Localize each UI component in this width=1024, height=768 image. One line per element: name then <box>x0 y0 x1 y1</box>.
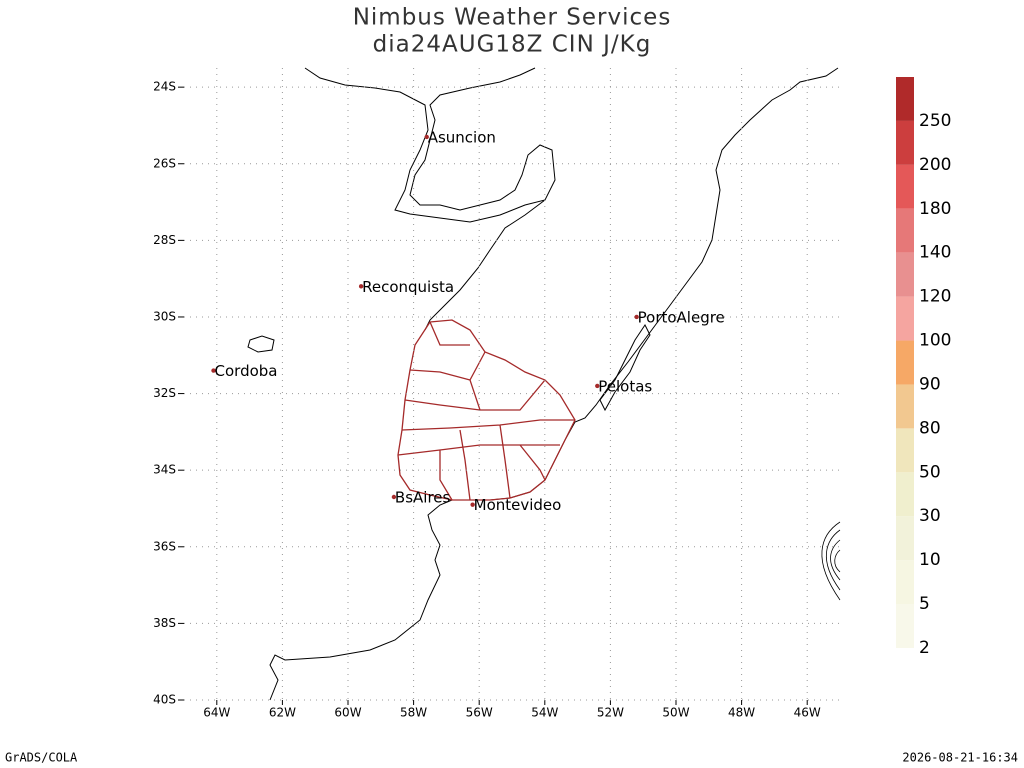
colorbar-box <box>896 120 914 165</box>
x-tick-label: 54W <box>531 706 558 720</box>
x-tick-label: 56W <box>466 706 493 720</box>
title: Nimbus Weather Services <box>353 5 672 31</box>
colorbar-box <box>896 77 914 121</box>
subtitle: dia24AUG18Z CIN J/Kg <box>373 32 652 58</box>
city-label: PortoAlegre <box>638 308 725 326</box>
city-label: Cordoba <box>215 362 278 380</box>
y-tick-label: 38S <box>153 616 176 630</box>
y-tick-label: 30S <box>153 309 176 323</box>
colorbar-label: 120 <box>919 287 951 307</box>
city-label: Montevideo <box>474 496 562 514</box>
city-marker <box>358 284 364 289</box>
city-marker <box>424 134 429 140</box>
colorbar-box <box>896 252 914 297</box>
y-tick-label: 40S <box>153 693 176 707</box>
x-tick-label: 50W <box>662 706 689 720</box>
colorbar-box <box>896 560 914 605</box>
colorbar-box <box>896 384 914 429</box>
footer-right: 2026-08-21-16:34 <box>902 751 1018 765</box>
uruguay-outline <box>397 319 576 501</box>
contours <box>821 521 841 601</box>
contour <box>825 529 841 591</box>
x-tick-label: 62W <box>269 706 296 720</box>
uruguay-borders <box>397 319 576 501</box>
city-marker <box>634 314 639 320</box>
island <box>247 335 275 353</box>
colorbar-label: 100 <box>919 331 951 351</box>
colorbar-box <box>896 164 914 209</box>
colorbar-box <box>896 604 914 648</box>
y-tick-label: 26S <box>153 156 176 170</box>
contour <box>821 521 841 601</box>
colorbar-box <box>896 428 914 473</box>
x-tick-label: 60W <box>334 706 361 720</box>
city-marker <box>391 494 397 500</box>
city-label: BsAires <box>395 488 451 506</box>
contour <box>830 539 841 581</box>
colorbar-label: 5 <box>919 594 930 614</box>
colorbar-label: 250 <box>919 111 951 131</box>
city-marker <box>211 368 216 373</box>
colorbar-box <box>896 296 914 341</box>
department-line <box>397 321 575 501</box>
footer-left: GrADS/COLA <box>5 751 78 765</box>
y-tick-label: 34S <box>153 463 176 477</box>
city-label: Pelotas <box>598 377 652 395</box>
argentina-border <box>424 199 546 331</box>
colorbar-label: 50 <box>919 462 941 482</box>
x-tick-label: 58W <box>400 706 427 720</box>
colorbar-box <box>896 340 914 385</box>
y-tick-label: 36S <box>153 539 176 553</box>
city-marker <box>595 383 600 389</box>
colorbar-label: 80 <box>919 418 941 438</box>
colorbar-box <box>896 472 914 517</box>
colorbar-box <box>896 208 914 253</box>
city-label: Reconquista <box>362 278 454 296</box>
x-tick-label: 48W <box>728 706 755 720</box>
colorbar-box <box>896 516 914 561</box>
colorbar-label: 90 <box>919 374 941 394</box>
coastlines <box>247 67 839 701</box>
lagoon <box>599 324 651 412</box>
colorbar-label: 180 <box>919 199 951 219</box>
city-marker <box>470 502 475 507</box>
colorbar-label: 10 <box>919 550 941 570</box>
y-tick-label: 24S <box>153 80 176 94</box>
city-label: Asuncion <box>428 128 496 146</box>
coastline <box>269 67 839 701</box>
x-tick-label: 46W <box>794 706 821 720</box>
y-tick-label: 28S <box>153 233 176 247</box>
x-tick-label: 52W <box>597 706 624 720</box>
colorbar-label: 140 <box>919 243 951 263</box>
colorbar-label: 30 <box>919 506 941 526</box>
contour <box>834 549 841 573</box>
y-tick-label: 32S <box>153 386 176 400</box>
colorbar-label: 200 <box>919 155 951 175</box>
colorbar-label: 2 <box>919 638 930 658</box>
x-tick-label: 64W <box>203 706 230 720</box>
